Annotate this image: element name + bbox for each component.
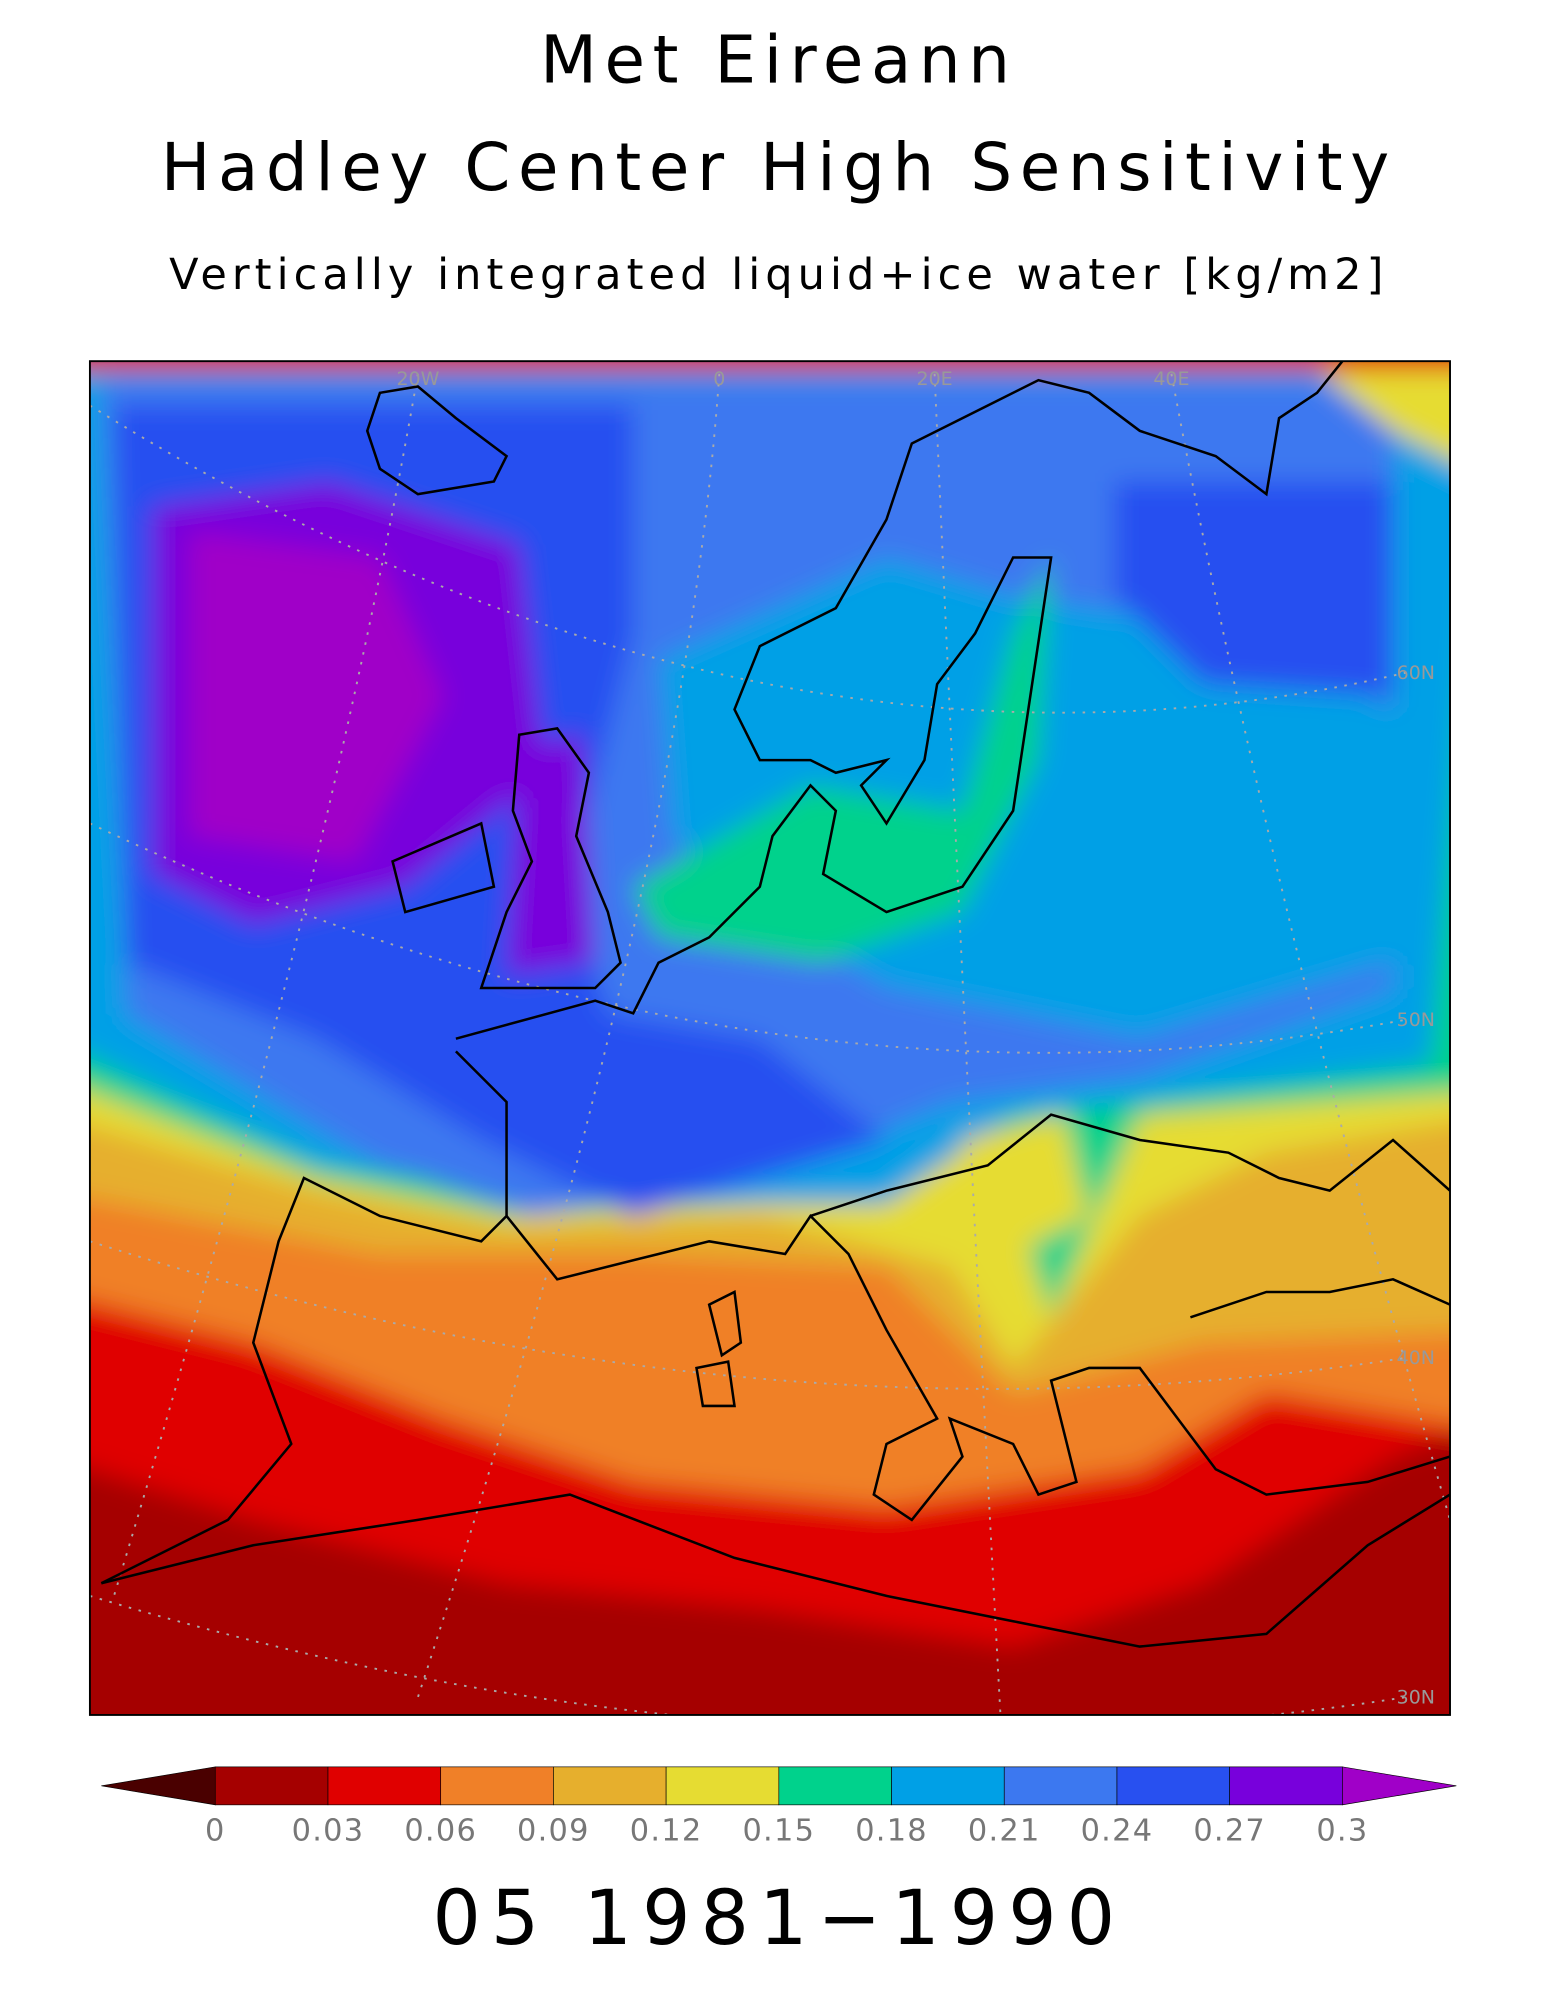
colorbar-tick-label: 0.09 — [517, 1813, 590, 1848]
colorbar-tick-label: 0.27 — [1193, 1813, 1266, 1848]
colorbar-box — [1116, 1766, 1230, 1806]
colorbar-box — [327, 1766, 442, 1806]
lat-label: 30N — [1397, 1687, 1435, 1709]
lon-label: 0 — [713, 368, 725, 390]
variable: Vertically integrated liquid+ice water [… — [169, 250, 1388, 300]
map-field — [89, 361, 1451, 1715]
colorbar-over — [1342, 1766, 1457, 1806]
colorbar-under — [101, 1766, 216, 1806]
colorbar-box — [553, 1766, 667, 1806]
lon-label: 20E — [917, 368, 953, 390]
colorbar-box — [891, 1766, 1005, 1806]
colorbar-tick-label: 0.12 — [630, 1813, 703, 1848]
period: 05 1981−1990 — [432, 1873, 1125, 1962]
colorbar-tick-label: 0.21 — [968, 1813, 1041, 1848]
colorbar-tick-label: 0.18 — [855, 1813, 928, 1848]
colorbar-tick-label: 0.06 — [404, 1813, 477, 1848]
colorbar-box — [1229, 1766, 1343, 1806]
title: Met Eireann — [540, 22, 1018, 99]
colorbar-box — [665, 1766, 780, 1806]
lon-label: 20W — [396, 368, 439, 390]
colorbar-box — [1003, 1766, 1118, 1806]
colorbar-box — [440, 1766, 554, 1806]
lon-label: 40E — [1153, 368, 1189, 390]
map-frame — [88, 360, 1451, 1716]
colorbar-box — [778, 1766, 892, 1806]
colorbar-tick-label: 0.3 — [1316, 1813, 1368, 1848]
subtitle: Hadley Center High Sensitivity — [161, 129, 1397, 206]
colorbar-tick-label: 0.03 — [292, 1813, 365, 1848]
lat-label: 50N — [1397, 1009, 1435, 1031]
colorbar-tick-label: 0.15 — [742, 1813, 815, 1848]
lat-label: 60N — [1397, 662, 1435, 684]
colorbar-tick-label: 0 — [205, 1813, 226, 1848]
colorbar-tick-label: 0.24 — [1081, 1813, 1154, 1848]
colorbar-box — [214, 1766, 329, 1806]
lat-label: 40N — [1397, 1347, 1435, 1369]
